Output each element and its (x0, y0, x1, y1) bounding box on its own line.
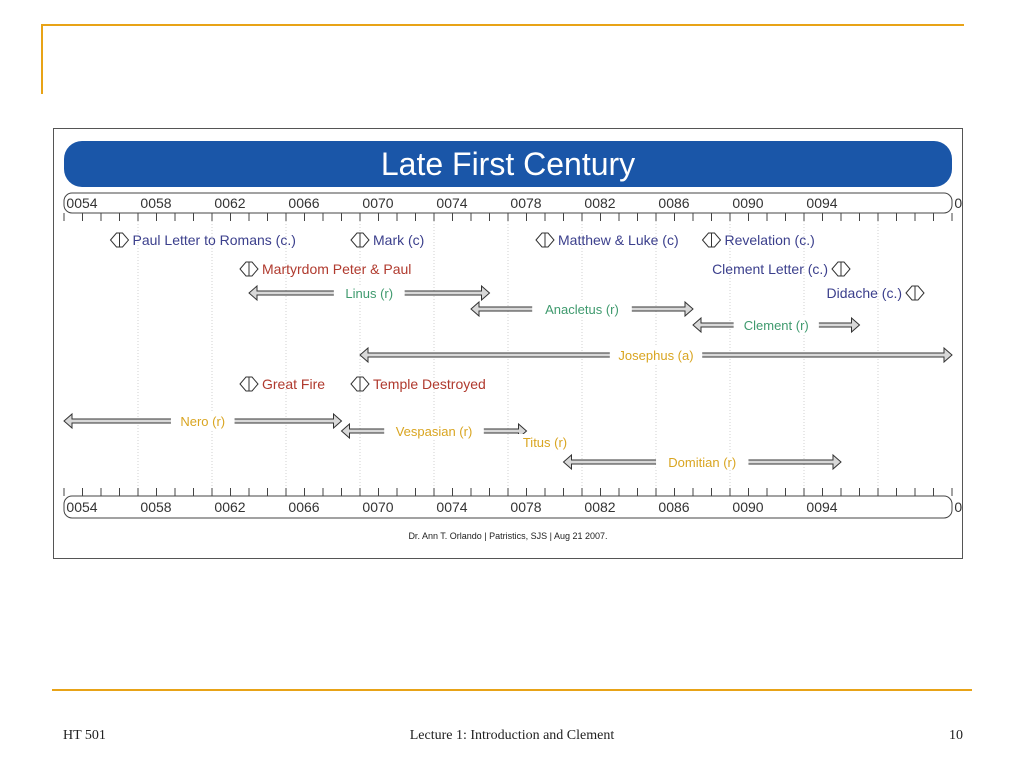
range-label-bg (170, 413, 235, 429)
year-label: 0102 (954, 195, 962, 211)
range-label-bg (333, 285, 405, 301)
timeline-title: Late First Century (381, 146, 635, 182)
year-label: 0058 (140, 499, 171, 515)
range-arrow: Nero (r) (63, 412, 343, 430)
year-label: 0082 (584, 499, 615, 515)
footer-divider (52, 689, 972, 691)
timeline-figure: Late First Century 0054 0058 0062 0066 0070 0… (53, 128, 963, 559)
range-arrows: Linus (r) Anacletus (r) Clement (r) Josephu… (63, 284, 953, 471)
year-label: 0062 (214, 195, 245, 211)
range-arrow: Vespasian (r) (340, 422, 528, 440)
range-label: Clement (r) (744, 318, 809, 333)
range-label-bg (609, 347, 703, 363)
top-year-labels: 0054 0058 0062 0066 0070 0074 0078 0082 0086 0090… (66, 195, 962, 211)
course-code: HT 501 (63, 728, 106, 743)
range-label-bg (509, 434, 581, 450)
year-label: 0062 (214, 499, 245, 515)
event-marker: Matthew & Luke (c) (535, 232, 679, 248)
event-label: Paul Letter to Romans (c.) (133, 232, 296, 248)
event-marker: Martyrdom Peter & Paul (239, 261, 411, 277)
year-label: 0078 (510, 195, 541, 211)
event-marker: Paul Letter to Romans (c.) (109, 232, 296, 248)
event-marker: Mark (c) (350, 232, 424, 248)
year-label: 0086 (658, 195, 689, 211)
year-label: 0086 (658, 499, 689, 515)
range-label-bg (656, 454, 749, 470)
event-label: Mark (c) (373, 232, 424, 248)
range-arrow: Anacletus (r) (470, 300, 694, 318)
year-label: 0070 (362, 195, 393, 211)
range-label: Josephus (a) (618, 348, 693, 363)
year-label: 0090 (732, 195, 763, 211)
year-label: 0090 (732, 499, 763, 515)
year-label: 0054 (66, 499, 97, 515)
range-label-bg (384, 423, 484, 439)
year-label: 0070 (362, 499, 393, 515)
range-label-bg (733, 317, 819, 333)
year-label: 0078 (510, 499, 541, 515)
event-label: Matthew & Luke (c) (558, 232, 679, 248)
range-arrow: Linus (r) (248, 284, 491, 302)
range-arrow: Titus (r) (509, 433, 581, 451)
timeline-svg: Late First Century 0054 0058 0062 0066 0070 0… (63, 141, 962, 541)
event-label: Clement Letter (c.) (712, 261, 828, 277)
top-accent-line (41, 24, 964, 26)
year-label: 0094 (806, 499, 837, 515)
year-label: 0066 (288, 195, 319, 211)
range-label: Vespasian (r) (396, 424, 473, 439)
slide-number: 10 (949, 728, 963, 743)
event-marker: Great Fire (239, 376, 325, 392)
range-label: Titus (r) (523, 435, 567, 450)
credit-line: Dr. Ann T. Orlando | Patristics, SJS | A… (408, 531, 607, 541)
event-marker: Clement Letter (c.) (712, 261, 851, 277)
event-label: Martyrdom Peter & Paul (262, 261, 411, 277)
left-accent-line (41, 24, 43, 94)
year-label: 0094 (806, 195, 837, 211)
range-label: Linus (r) (345, 286, 393, 301)
range-arrow: Domitian (r) (562, 453, 842, 471)
year-label: 0074 (436, 499, 467, 515)
event-label: Temple Destroyed (373, 376, 486, 392)
event-marker: Temple Destroyed (350, 376, 486, 392)
title-banner (64, 141, 952, 187)
event-label: Great Fire (262, 376, 325, 392)
range-label: Anacletus (r) (545, 302, 619, 317)
year-label: 0082 (584, 195, 615, 211)
event-marker: Revelation (c.) (701, 232, 815, 248)
event-label: Revelation (c.) (725, 232, 815, 248)
range-label-bg (532, 301, 632, 317)
year-label: 0074 (436, 195, 467, 211)
year-label: 0102 (954, 499, 962, 515)
event-marker: Didache (c.) (827, 285, 925, 301)
range-label: Domitian (r) (668, 455, 736, 470)
year-label: 0058 (140, 195, 171, 211)
event-label: Didache (c.) (827, 285, 902, 301)
range-label: Nero (r) (180, 414, 225, 429)
event-markers: Paul Letter to Romans (c.) Mark (c) Matthe… (109, 232, 925, 392)
year-label: 0066 (288, 499, 319, 515)
lecture-title: Lecture 1: Introduction and Clement (409, 728, 615, 743)
year-label: 0054 (66, 195, 97, 211)
tick-marks (63, 213, 953, 496)
range-arrow: Josephus (a) (359, 346, 953, 364)
range-arrow: Clement (r) (692, 316, 861, 334)
bottom-year-labels: 0054 0058 0062 0066 0070 0074 0078 0082 0086 0090… (66, 499, 962, 515)
